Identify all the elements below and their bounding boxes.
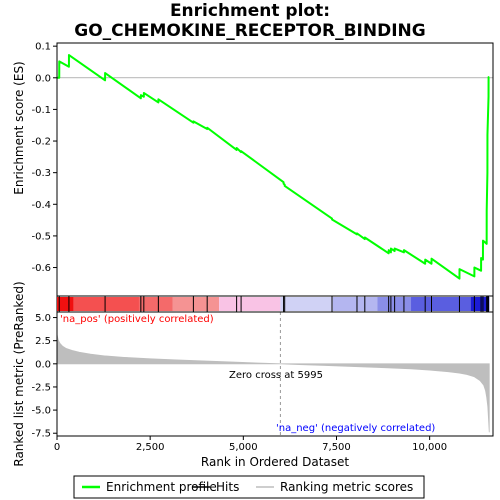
metric-y-tick-label: 0.0	[35, 359, 51, 370]
colorbar-segment	[73, 297, 139, 311]
es-y-tick-label: -0.4	[31, 200, 51, 211]
x-tick-label: 0	[54, 442, 60, 453]
es-y-tick-label: 0.1	[35, 42, 51, 53]
legend-label: Ranking metric scores	[280, 480, 413, 494]
colorbar-segment	[470, 297, 490, 311]
negative-label: 'na_neg' (negatively correlated)	[276, 423, 435, 434]
metric-y-axis: 5.0 2.5 0.0 -2.5 -5.0 -7.5	[31, 313, 57, 440]
x-tick-label: 5,000	[229, 442, 258, 453]
colorbar-segment	[138, 297, 173, 311]
es-y-tick-label: -0.2	[31, 137, 51, 148]
legend-label: Hits	[216, 480, 239, 494]
zero-cross-label: Zero cross at 5995	[229, 370, 323, 381]
es-y-axis-label: Enrichment score (ES)	[12, 61, 26, 194]
legend: Enrichment profile Hits Ranking metric sco…	[73, 475, 425, 499]
rank-colorbar	[57, 296, 490, 312]
chart-title-line-1: Enrichment plot:	[169, 1, 331, 21]
chart-title-line-2: GO_CHEMOKINE_RECEPTOR_BINDING	[74, 21, 426, 41]
metric-area-fill	[56, 334, 490, 433]
colorbar-segment	[280, 297, 333, 311]
metric-panel: 5.0 2.5 0.0 -2.5 -5.0 -7.5 Ranked list metric…	[12, 281, 494, 467]
legend-label: Enrichment profile	[106, 480, 217, 494]
colorbar-segment	[172, 297, 220, 311]
colorbar-segment	[332, 297, 378, 311]
es-y-tick-label: -0.1	[31, 105, 51, 116]
metric-y-tick-label: 5.0	[35, 313, 51, 324]
metric-y-tick-label: -2.5	[31, 382, 51, 393]
es-curve	[57, 54, 490, 280]
x-tick-label: 2,500	[136, 442, 165, 453]
x-tick-label: 10,000	[412, 442, 447, 453]
x-axis-label: Rank in Ordered Dataset	[201, 455, 349, 469]
es-series-line	[57, 54, 490, 280]
metric-y-tick-label: -5.0	[31, 406, 51, 417]
es-y-tick-label: -0.5	[31, 231, 51, 242]
metric-area	[56, 334, 490, 433]
metric-y-axis-label: Ranked list metric (PreRanked)	[12, 281, 26, 466]
es-panel: 0.1 0.0 -0.1 -0.2 -0.3 -0.4 -0.5 -0.6 Enrichmen…	[12, 42, 494, 297]
x-tick-label: 7,500	[322, 442, 351, 453]
es-y-axis: 0.1 0.0 -0.1 -0.2 -0.3 -0.4 -0.5 -0.6	[31, 42, 57, 274]
es-y-tick-label: -0.3	[31, 168, 51, 179]
es-y-tick-label: 0.0	[35, 73, 51, 84]
x-axis: 0 2,500 5,000 7,500 10,000	[54, 436, 447, 453]
positive-label: 'na_pos' (positively correlated)	[60, 314, 214, 325]
colorbar-segment	[411, 297, 471, 311]
metric-y-tick-label: -7.5	[31, 429, 51, 440]
colorbar-segment	[57, 297, 74, 311]
es-y-tick-label: -0.6	[31, 263, 51, 274]
colorbar-segment	[219, 297, 281, 311]
metric-y-tick-label: 2.5	[35, 336, 51, 347]
